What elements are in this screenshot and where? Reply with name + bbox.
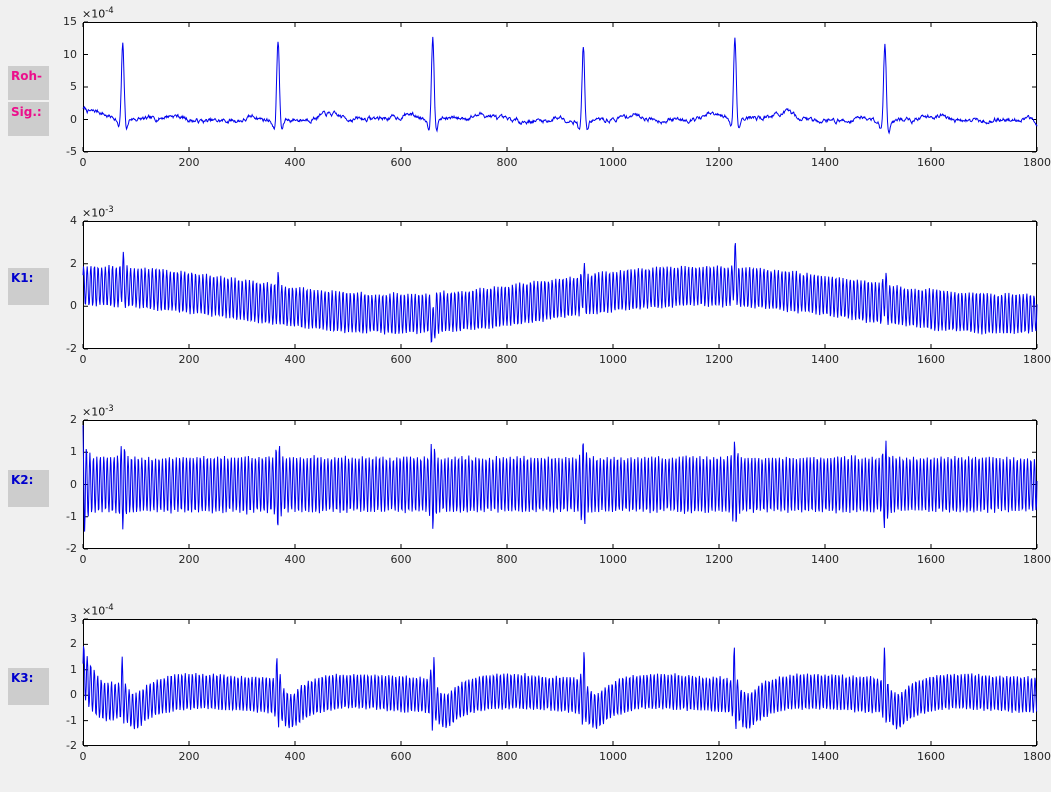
x-tick-label: 400 — [284, 353, 306, 366]
x-tick-label: 1200 — [705, 353, 733, 366]
x-tick-label: 1000 — [599, 750, 627, 763]
x-tick-label: 1400 — [811, 750, 839, 763]
plot-k2: ×10-3 0 200 400 600 800 1000 1200 1400 1600 1800 2… — [66, 404, 1051, 566]
axes-frame — [83, 22, 1037, 152]
y-tick-label: 10 — [63, 47, 77, 61]
y-tick-label: -5 — [66, 145, 77, 158]
raw-signal-label-line2: Sig.: — [8, 102, 49, 136]
y-axis-exponent-label: ×10-4 — [82, 6, 114, 21]
raw-signal-label-line1: Roh- — [8, 66, 49, 100]
y-tick-label: 15 — [63, 15, 77, 28]
y-tick-label: 1 — [70, 445, 77, 459]
x-tick-label: 1000 — [599, 353, 627, 366]
y-tick-label: 5 — [70, 80, 77, 93]
x-tick-label: 1600 — [917, 553, 945, 566]
x-tick-label: 1000 — [599, 156, 627, 169]
channel-k3-label-text: K3: — [11, 671, 34, 685]
y-tick-label: 3 — [70, 612, 77, 625]
x-tick-label: 1800 — [1023, 750, 1051, 763]
x-tick-label: 200 — [178, 156, 200, 169]
y-axis-exponent-label: ×10-3 — [82, 404, 114, 419]
x-tick-label: 1800 — [1023, 353, 1051, 366]
x-tick-label: 1200 — [705, 156, 733, 169]
y-tick-label: 4 — [70, 214, 77, 227]
channel-k2-label: K2: — [8, 470, 49, 507]
y-tick-label: -2 — [66, 739, 77, 752]
x-tick-label: 1600 — [917, 750, 945, 763]
x-tick-label: 1200 — [705, 553, 733, 566]
x-tick-label: 600 — [390, 353, 412, 366]
y-tick-label: -1 — [66, 509, 77, 523]
x-tick-label: 1600 — [917, 353, 945, 366]
x-tick-label: 400 — [284, 750, 306, 763]
x-tick-label: 1800 — [1023, 553, 1051, 566]
channel-k2-label-text: K2: — [11, 473, 34, 487]
y-tick-label: -2 — [66, 542, 77, 555]
signal-trace-k1 — [82, 243, 1038, 343]
raw-signal-label-text1: Roh- — [11, 69, 43, 83]
x-tick-label: 800 — [496, 353, 518, 366]
x-tick-label: 1400 — [811, 353, 839, 366]
signal-trace-k3 — [82, 646, 1038, 731]
x-tick-label: 200 — [178, 750, 200, 763]
x-tick-label: 1800 — [1023, 156, 1051, 169]
y-tick-label: 2 — [70, 413, 77, 426]
channel-k1-label-text: K1: — [11, 271, 34, 285]
x-tick-label: 800 — [496, 553, 518, 566]
y-tick-label: 0 — [70, 299, 77, 313]
plot-k1: ×10-3 0 200 400 600 800 1000 1200 1400 1600 1800 4… — [66, 205, 1051, 366]
x-tick-label: 600 — [390, 553, 412, 566]
x-tick-label: 0 — [79, 156, 87, 169]
tick-marks — [82, 220, 1038, 350]
y-tick-label: 0 — [70, 112, 77, 126]
x-tick-label: 0 — [79, 553, 87, 566]
tick-marks — [82, 21, 1038, 153]
y-tick-label: 2 — [70, 637, 77, 651]
x-tick-label: 400 — [284, 156, 306, 169]
x-tick-label: 800 — [496, 750, 518, 763]
y-tick-label: 0 — [70, 688, 77, 702]
tick-marks — [82, 618, 1038, 747]
y-tick-label: -2 — [66, 342, 77, 355]
plot-k3: ×10-4 0 200 400 600 800 1000 1200 1400 1600 1800 3… — [66, 603, 1051, 763]
axes-area — [82, 21, 1038, 153]
x-tick-label: 1400 — [811, 553, 839, 566]
x-tick-label: 1000 — [599, 553, 627, 566]
plot-raw-signal: ×10-4 0 200 400 600 800 1000 1200 1400 1600 1800 1… — [63, 6, 1051, 169]
x-tick-label: 1200 — [705, 750, 733, 763]
tick-marks — [82, 419, 1038, 550]
y-axis-exponent-label: ×10-3 — [82, 205, 114, 220]
y-axis-exponent-label: ×10-4 — [82, 603, 114, 618]
raw-signal-label-text2: Sig.: — [11, 105, 42, 119]
x-tick-label: 600 — [390, 156, 412, 169]
axes-area — [82, 419, 1038, 550]
x-tick-label: 0 — [79, 750, 87, 763]
x-tick-label: 0 — [79, 353, 87, 366]
x-tick-label: 1400 — [811, 156, 839, 169]
signal-trace-roh-sig- — [82, 36, 1038, 135]
x-tick-label: 200 — [178, 353, 200, 366]
axes-area — [82, 618, 1038, 747]
y-tick-label: 0 — [70, 477, 77, 491]
x-tick-label: 600 — [390, 750, 412, 763]
channel-k1-label: K1: — [8, 268, 49, 305]
axes-area — [82, 220, 1038, 350]
y-tick-label: 1 — [70, 662, 77, 676]
channel-k3-label: K3: — [8, 668, 49, 705]
x-tick-label: 1600 — [917, 156, 945, 169]
x-tick-label: 200 — [178, 553, 200, 566]
signal-trace-k2 — [82, 425, 1038, 532]
y-tick-label: 2 — [70, 256, 77, 270]
y-tick-label: -1 — [66, 713, 77, 727]
x-tick-label: 400 — [284, 553, 306, 566]
x-tick-label: 800 — [496, 156, 518, 169]
